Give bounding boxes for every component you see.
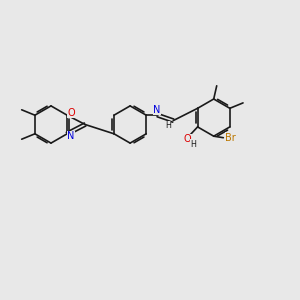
Text: H: H — [165, 122, 171, 130]
Text: N: N — [153, 105, 161, 115]
Text: O: O — [184, 134, 191, 145]
Text: O: O — [67, 108, 75, 118]
Text: Br: Br — [225, 133, 236, 143]
Text: H: H — [190, 140, 196, 149]
Text: N: N — [67, 131, 75, 141]
